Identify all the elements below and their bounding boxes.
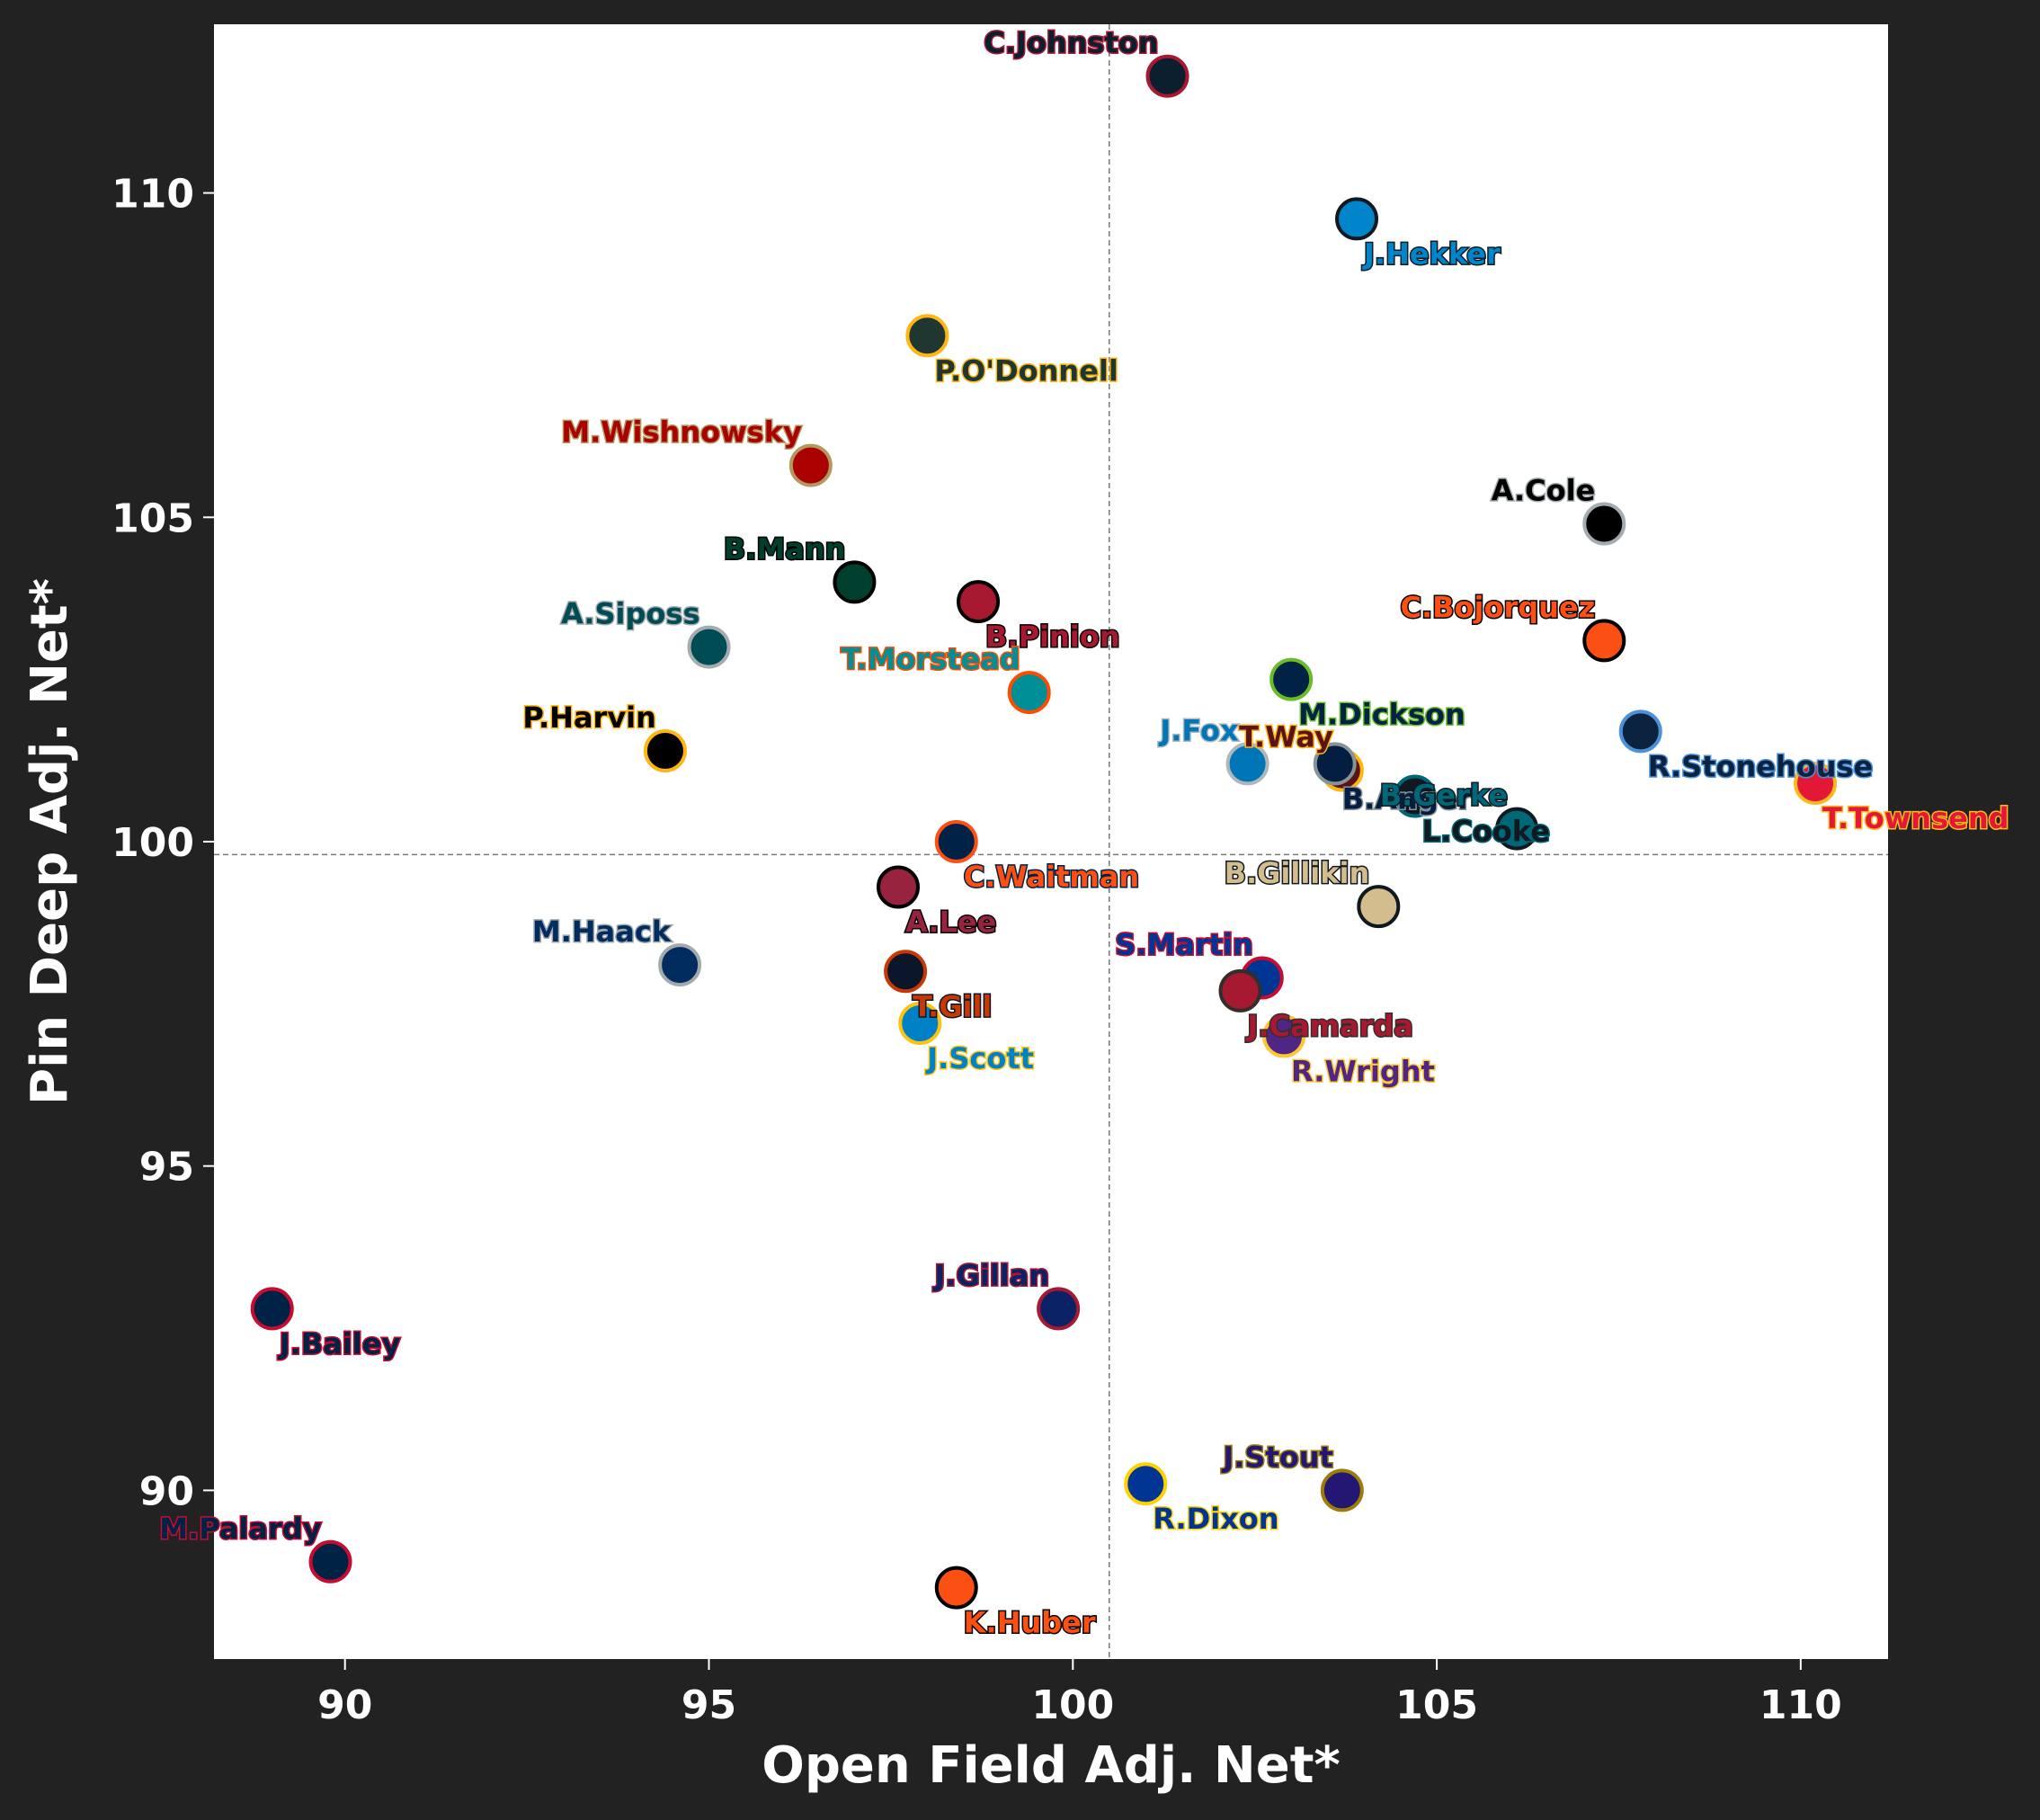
point-b-anger <box>1313 742 1357 786</box>
label-l-cooke: L.Cooke <box>1422 815 1550 849</box>
point-t-morstead <box>1007 671 1051 715</box>
label-m-dickson: M.Dickson <box>1298 698 1465 732</box>
label-j-scott: J.Scott <box>925 1041 1034 1075</box>
point-b-gerke <box>1495 807 1539 851</box>
point-r-dixon <box>1124 1462 1168 1506</box>
label-b-pinion: B.Pinion <box>985 620 1119 654</box>
point-j-scott <box>898 1002 942 1045</box>
label-m-haack: M.Haack <box>532 914 672 949</box>
label-c-bojorquez: C.Bojorquez <box>1401 590 1596 624</box>
label-a-cole: A.Cole <box>1492 474 1596 508</box>
label-t-morstead: T.Morstead <box>841 642 1020 676</box>
point-p-o-donnell <box>905 314 949 358</box>
point-t-gill <box>884 950 928 994</box>
label-b-anger: B.Anger <box>1342 781 1473 816</box>
point-b-pinion <box>957 580 1001 624</box>
point-c-bojorquez <box>1582 619 1626 663</box>
label-b-gillikin: B.Gillikin <box>1225 856 1370 890</box>
reference-lines <box>214 24 1888 1659</box>
label-a-lee: A.Lee <box>905 906 996 940</box>
label-j-bailey: J.Bailey <box>278 1326 401 1361</box>
point-c-waitman <box>934 820 978 863</box>
y-tick-label: 95 <box>139 1145 194 1191</box>
point-j-bailey <box>250 1287 294 1331</box>
y-axis-label: Pin Deep Adj. Net* <box>21 578 79 1105</box>
label-t-way: T.Way <box>1239 720 1333 754</box>
point-m-haack <box>658 943 702 987</box>
x-axis: 90 95 100 105 110 <box>317 1659 1842 1728</box>
point-m-dickson <box>1269 657 1314 701</box>
point-m-wishnowsky <box>788 443 833 487</box>
plot-area <box>214 24 1888 1659</box>
point-c-johnston <box>1145 54 1189 98</box>
point-t-townsend <box>1794 762 1838 806</box>
label-r-dixon: R.Dixon <box>1153 1502 1278 1536</box>
label-r-stonehouse: R.Stonehouse <box>1648 749 1874 783</box>
point-j-gillan <box>1037 1287 1081 1331</box>
label-p-harvin: P.Harvin <box>522 700 656 735</box>
point-j-camarda <box>1218 968 1262 1013</box>
x-tick-label: 110 <box>1759 1682 1842 1728</box>
label-t-gill: T.Gill <box>913 989 992 1023</box>
x-tick-label: 90 <box>317 1682 372 1728</box>
label-a-siposs: A.Siposs <box>561 597 700 631</box>
point-r-stonehouse <box>1618 709 1662 754</box>
label-j-gillan: J.Gillan <box>932 1258 1049 1292</box>
x-tick-label: 95 <box>681 1682 736 1728</box>
y-tick-label: 90 <box>139 1468 194 1514</box>
label-r-wright: R.Wright <box>1291 1054 1435 1088</box>
point-b-mann <box>833 560 877 604</box>
x-tick-label: 100 <box>1031 1682 1114 1728</box>
point-j-fox <box>1225 742 1269 786</box>
point-a-lee <box>876 865 920 909</box>
point-k-huber <box>934 1566 978 1610</box>
x-axis-label: Open Field Adj. Net* <box>762 1736 1341 1795</box>
label-c-waitman: C.Waitman <box>964 860 1139 894</box>
label-j-fox: J.Fox <box>1158 713 1239 747</box>
point-labels: C.Johnston J.Hekker P.O'Donnell M.Wishnowsk… <box>158 24 2010 1641</box>
label-j-hekker: J.Hekker <box>1362 236 1501 271</box>
label-b-mann: B.Mann <box>724 531 846 566</box>
label-j-stout: J.Stout <box>1221 1440 1332 1474</box>
label-m-palardy: M.Palardy <box>159 1512 321 1546</box>
data-points <box>250 54 1838 1610</box>
point-a-cole <box>1582 502 1626 546</box>
label-k-huber: K.Huber <box>964 1606 1096 1640</box>
point-j-stout <box>1320 1468 1364 1512</box>
y-axis: 90 95 100 105 110 <box>111 172 214 1514</box>
label-m-wishnowsky: M.Wishnowsky <box>561 415 802 450</box>
point-m-palardy <box>308 1539 352 1584</box>
y-tick-label: 100 <box>111 820 194 866</box>
label-j-camarda: J.Camarda <box>1245 1009 1412 1043</box>
point-b-gillikin <box>1357 885 1401 929</box>
y-tick-label: 105 <box>111 495 194 541</box>
label-p-o-donnell: P.O'Donnell <box>934 353 1118 388</box>
label-b-gerke: B.Gerke <box>1380 779 1508 813</box>
y-tick-label: 110 <box>111 172 194 218</box>
point-l-cooke <box>1393 774 1437 818</box>
x-tick-label: 105 <box>1395 1682 1478 1728</box>
point-p-harvin <box>643 729 687 772</box>
label-c-johnston: C.Johnston <box>984 26 1158 60</box>
point-r-wright <box>1262 1014 1306 1058</box>
label-s-martin: S.Martin <box>1115 928 1252 962</box>
label-t-townsend: T.Townsend <box>1822 801 2009 835</box>
point-j-hekker <box>1335 197 1379 241</box>
point-a-siposs <box>687 625 731 669</box>
